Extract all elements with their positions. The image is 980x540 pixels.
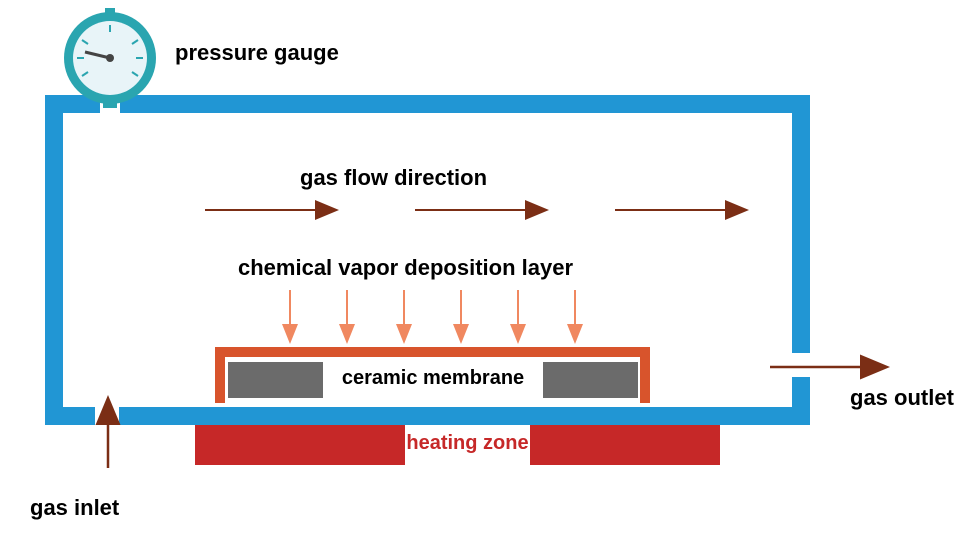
heating-zone-label: heating zone [395,432,540,455]
deposition-arrows [290,290,575,340]
cvd-layer-label: chemical vapor deposition layer [238,255,573,281]
ceramic-membrane-label: ceramic membrane [333,367,533,390]
gas-outlet-label: gas outlet [850,385,954,411]
pressure-gauge-icon [64,8,156,108]
gas-flow-label: gas flow direction [300,165,487,191]
gas-inlet-label: gas inlet [30,495,119,521]
pressure-gauge-label: pressure gauge [175,40,339,66]
